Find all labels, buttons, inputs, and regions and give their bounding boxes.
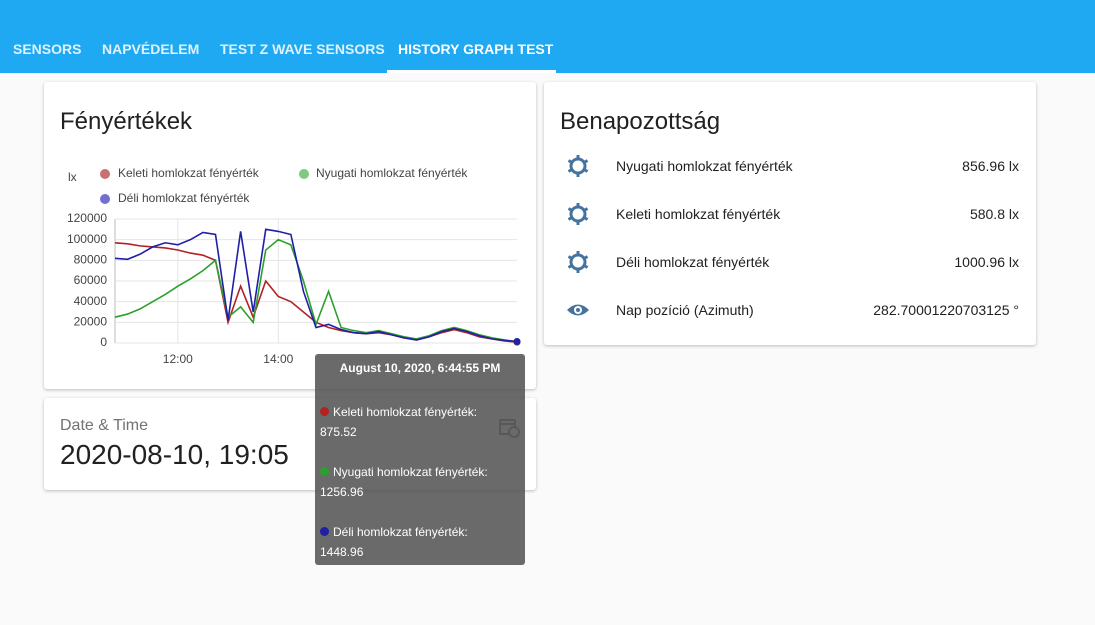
y-tick-label: 100000 [67, 232, 107, 246]
tab[interactable]: TEST Z WAVE SENSORS [220, 41, 385, 57]
eye-icon [567, 304, 589, 316]
y-tick-label: 20000 [74, 315, 108, 329]
entity-state: 856.96 lx [962, 158, 1019, 174]
entities-card: Benapozottság Nyugati homlokzat fényérté… [544, 82, 1036, 345]
datetime-value: 2020-08-10, 19:05 [60, 439, 289, 470]
x-tick-label: 12:00 [163, 352, 193, 366]
tooltip-dot [320, 527, 329, 536]
chart: lx 0 20000 40000 60000 80000 100000 120000 12:0… [67, 166, 521, 366]
tooltip-title: August 10, 2020, 6:44:55 PM [339, 361, 501, 375]
tooltip-item: Keleti homlokzat fényérték: 875.52 [320, 402, 477, 442]
legend-dot [100, 194, 110, 204]
entity-row[interactable]: Nyugati homlokzat fényérték 856.96 lx [544, 146, 1036, 186]
sun-icon [567, 203, 589, 225]
entity-state: 580.8 lx [969, 206, 1019, 222]
tab[interactable]: HISTORY GRAPH TEST [398, 41, 554, 57]
history-card: Fényértékek lx 0 20000 40000 60000 80000 1000… [44, 82, 536, 389]
y-tick-label: 0 [100, 335, 107, 349]
tooltip: August 10, 2020, 6:44:55 PM Keleti homlo… [315, 354, 525, 565]
tooltip-label: Déli homlokzat fényérték: [333, 525, 468, 539]
tooltip-dot [320, 407, 329, 416]
tooltip-item: Déli homlokzat fényérték: 1448.96 [320, 522, 468, 562]
entity-name: Nap pozíció (Azimuth) [616, 302, 754, 318]
tab-indicator [387, 70, 556, 73]
entity-state: 282.70001220703125 ° [873, 302, 1019, 318]
tab[interactable]: NAPVÉDELEM [102, 41, 200, 57]
tab[interactable]: SENSORS [13, 41, 82, 57]
tooltip-value: 1448.96 [320, 545, 364, 559]
tooltip-label: Keleti homlokzat fényérték: [333, 405, 478, 419]
legend-label: Nyugati homlokzat fényérték [316, 166, 468, 180]
point-marker [513, 338, 521, 346]
legend-label: Keleti homlokzat fényérték [118, 166, 260, 180]
entity-name: Nyugati homlokzat fényérték [616, 158, 793, 174]
sun-icon [567, 155, 589, 177]
card-title: Date & Time [60, 417, 149, 434]
x-tick-label: 14:00 [263, 352, 293, 366]
tooltip-label: Nyugati homlokzat fényérték: [333, 465, 488, 479]
entity-row[interactable]: Déli homlokzat fényérték 1000.96 lx [544, 242, 1036, 282]
tooltip-value: 1256.96 [320, 485, 364, 499]
header: SENSORS NAPVÉDELEM TEST Z WAVE SENSORS H… [0, 0, 1095, 73]
legend-dot [100, 169, 110, 179]
entity-name: Déli homlokzat fényérték [616, 254, 770, 270]
sun-icon [567, 251, 589, 273]
y-tick-label: 40000 [74, 294, 108, 308]
legend-label: Déli homlokzat fényérték [118, 191, 250, 205]
tooltip-value: 875.52 [320, 425, 357, 439]
entity-state: 1000.96 lx [954, 254, 1019, 270]
entity-row[interactable]: Nap pozíció (Azimuth) 282.70001220703125 … [544, 290, 1036, 330]
tooltip-dot [320, 467, 329, 476]
series-line [114, 238, 518, 343]
tooltip-item: Nyugati homlokzat fényérték: 1256.96 [320, 462, 488, 502]
y-tick-label: 60000 [74, 273, 108, 287]
y-axis-label: lx [68, 170, 77, 184]
entity-name: Keleti homlokzat fényérték [616, 206, 781, 222]
card-title: Fényértékek [60, 108, 193, 135]
entity-row[interactable]: Keleti homlokzat fényérték 580.8 lx [544, 194, 1036, 234]
y-tick-label: 80000 [74, 253, 108, 267]
series-line [114, 228, 518, 343]
y-tick-label: 120000 [67, 211, 107, 225]
card-title: Benapozottság [560, 108, 721, 135]
legend-dot [299, 169, 309, 179]
